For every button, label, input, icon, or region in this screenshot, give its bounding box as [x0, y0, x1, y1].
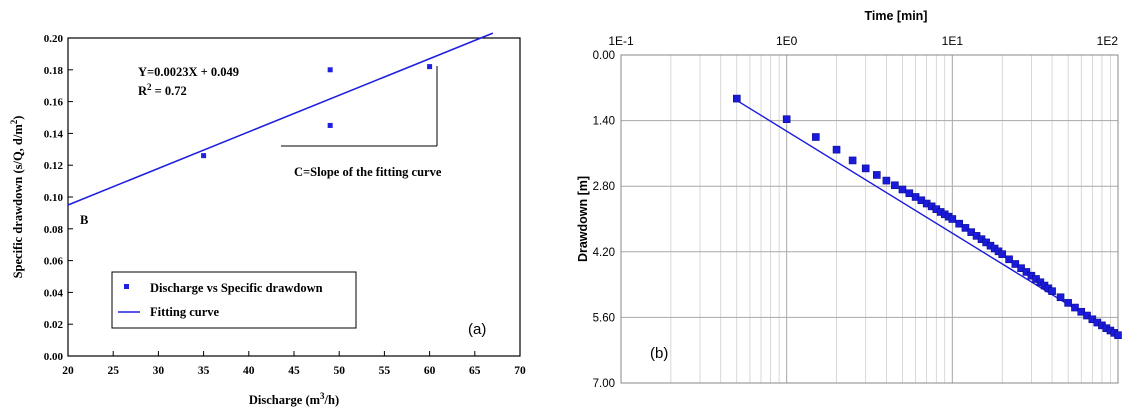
chart-b-x-tick-label: 1E1	[942, 34, 964, 48]
intercept-label: B	[80, 213, 88, 227]
chart-a-x-tick-label: 50	[333, 365, 345, 377]
chart-b-x-tick-label: 1E0	[776, 34, 798, 48]
chart-b-data-point	[732, 94, 741, 103]
chart-b-data-point	[905, 189, 914, 198]
chart-a-x-tick-label: 30	[153, 365, 165, 377]
chart-b-data-point	[882, 176, 891, 185]
chart-a-y-tick-label: 0.00	[44, 351, 64, 363]
slope-annotation: C=Slope of the fitting curve	[294, 165, 442, 179]
chart-b-data-point	[1064, 299, 1072, 307]
chart-a-y-tick-label: 0.06	[44, 256, 64, 268]
chart-a-y-tick-label: 0.02	[44, 319, 64, 331]
chart-a-y-tick-label: 0.08	[44, 224, 64, 236]
chart-b-data-point	[955, 219, 963, 228]
data-point	[427, 64, 433, 70]
chart-b: Time [min] 1E-1 1E0 1E1 1E2 0.00 1.40 2.80 4.2…	[576, 9, 1122, 390]
chart-a-y-tick-label: 0.10	[44, 192, 64, 204]
legend-label-points: Discharge vs Specific drawdown	[150, 281, 323, 295]
chart-b-y-tick-label: 5.60	[593, 312, 615, 324]
chart-b-data-point	[1011, 260, 1020, 268]
chart-b-data-point	[1071, 303, 1079, 312]
chart-a-x-tick-label: 35	[198, 365, 210, 377]
chart-b-data-point	[812, 133, 820, 141]
chart-a-x-tick-label: 45	[288, 365, 300, 377]
chart-b-data-point	[1056, 293, 1065, 302]
chart-b-data-point	[848, 156, 857, 165]
chart-b-data-point	[948, 215, 957, 223]
chart-b-data-point	[832, 145, 841, 154]
data-point	[327, 122, 333, 128]
chart-b-y-tick-label: 2.80	[593, 181, 615, 193]
chart-a-y-tick-label: 0.18	[44, 65, 64, 77]
data-point	[327, 67, 333, 73]
chart-a-x-tick-label: 65	[469, 365, 481, 377]
chart-a-ylabel: Specific drawdown (s/Q, d/m2)	[9, 116, 25, 279]
r2-annotation: R2 = 0.72	[138, 82, 187, 98]
chart-a-y-tick-label: 0.14	[44, 128, 64, 140]
chart-a-x-tick-label: 40	[243, 365, 255, 377]
chart-a-x-tick-label: 70	[514, 365, 526, 377]
chart-a: 20 25 30 35 40 45 50 55 60 65 70 0.00 0.02 0.04 0.06 0…	[9, 32, 526, 407]
chart-b-y-tick-label: 4.20	[593, 247, 615, 259]
chart-a-legend: Discharge vs Specific drawdown Fitting c…	[111, 271, 357, 329]
data-point	[201, 153, 207, 159]
chart-b-data-point	[898, 185, 907, 194]
chart-b-data-point	[961, 224, 970, 232]
chart-b-data-point	[1005, 255, 1013, 264]
chart-a-x-tick-label: 60	[424, 365, 436, 377]
chart-b-y-tick-label: 7.00	[593, 378, 615, 390]
chart-b-x-tick-label: 1E-1	[608, 34, 634, 48]
chart-b-title: Time [min]	[865, 9, 928, 23]
chart-b-ylabel: Drawdown [m]	[576, 176, 590, 262]
panel-label-a: (a)	[468, 321, 486, 338]
chart-b-data-point	[1114, 331, 1122, 340]
chart-a-y-tick-label: 0.12	[44, 160, 64, 172]
chart-a-y-tick-label: 0.20	[44, 33, 64, 45]
chart-a-y-tick-label: 0.16	[44, 97, 64, 109]
chart-b-x-tick-label: 1E2	[1097, 34, 1119, 48]
chart-b-data-point	[782, 115, 791, 123]
chart-a-y-tick-label: 0.04	[44, 287, 64, 299]
equation-annotation: Y=0.0023X + 0.049	[138, 65, 239, 79]
chart-b-y-tick-label: 0.00	[593, 50, 615, 62]
chart-b-data-point	[873, 171, 881, 179]
panel-label-b: (b)	[650, 345, 668, 362]
chart-a-x-tick-label: 55	[379, 365, 391, 377]
chart-b-data-point	[1048, 287, 1056, 295]
chart-a-x-tick-label: 20	[62, 365, 74, 377]
chart-b-data-point	[861, 164, 870, 173]
chart-b-plot-frame	[620, 54, 1119, 384]
chart-b-fit-line	[736, 99, 1119, 336]
chart-a-xlabel: Discharge (m3/h)	[249, 391, 339, 407]
chart-a-x-tick-label: 25	[107, 365, 119, 377]
chart-b-y-tick-label: 1.40	[593, 116, 615, 128]
chart-b-data-point	[998, 250, 1007, 258]
legend-label-line: Fitting curve	[150, 305, 220, 319]
legend-marker-points	[124, 284, 129, 289]
chart-b-data-point	[891, 181, 899, 190]
fitting-curve-line	[67, 32, 494, 206]
